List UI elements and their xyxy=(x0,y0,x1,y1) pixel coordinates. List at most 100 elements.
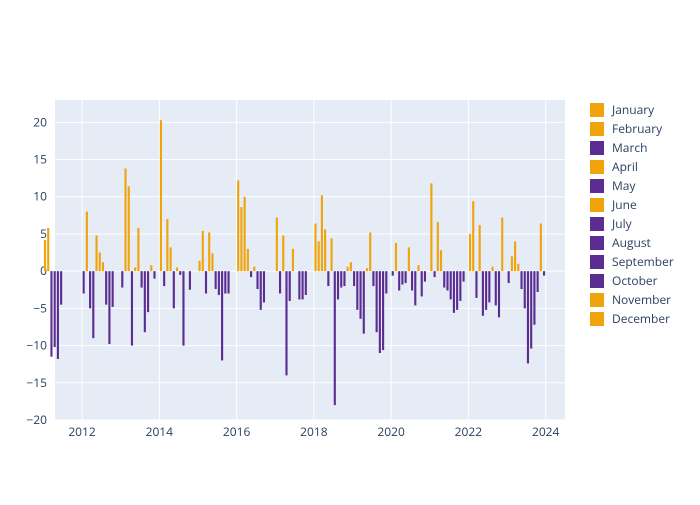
x-tick-label: 2024 xyxy=(532,423,560,440)
bar-positive xyxy=(99,253,101,272)
bar-positive xyxy=(437,222,439,271)
bar-positive xyxy=(440,250,442,271)
bar-negative xyxy=(446,271,448,290)
bar-positive xyxy=(47,228,49,271)
bar-positive xyxy=(540,224,542,272)
legend-item[interactable]: May xyxy=(590,176,674,195)
legend-swatch xyxy=(590,274,604,288)
bar-positive xyxy=(208,232,210,271)
legend-item[interactable]: October xyxy=(590,271,674,290)
bar-negative xyxy=(121,271,123,287)
x-tick-label: 2018 xyxy=(300,423,328,440)
legend-item[interactable]: April xyxy=(590,157,674,176)
bar-positive xyxy=(369,232,371,271)
bar-negative xyxy=(533,271,535,325)
chart-container: −20−15−10−505101520201220142016201820202… xyxy=(0,0,700,500)
bar-negative xyxy=(112,271,114,307)
x-tick-label: 2020 xyxy=(377,423,405,440)
legend-item[interactable]: December xyxy=(590,309,674,328)
legend-swatch xyxy=(590,255,604,269)
bar-negative xyxy=(524,271,526,308)
legend-swatch xyxy=(590,198,604,212)
legend-item[interactable]: March xyxy=(590,138,674,157)
legend-item[interactable]: July xyxy=(590,214,674,233)
bar-negative xyxy=(173,271,175,308)
bar-negative xyxy=(334,271,336,405)
bar-negative xyxy=(363,271,365,334)
bar-positive xyxy=(511,256,513,271)
bar-negative xyxy=(450,271,452,299)
legend-item[interactable]: February xyxy=(590,119,674,138)
bar-negative xyxy=(482,271,484,316)
x-tick-label: 2016 xyxy=(223,423,251,440)
bar-negative xyxy=(108,271,110,344)
bar-negative xyxy=(141,271,143,287)
bar-negative xyxy=(189,271,191,290)
legend-label: December xyxy=(612,310,670,327)
legend-item[interactable]: January xyxy=(590,100,674,119)
bar-negative xyxy=(498,271,500,317)
bar-negative xyxy=(453,271,455,313)
legend-item[interactable]: August xyxy=(590,233,674,252)
legend-swatch xyxy=(590,103,604,117)
bar-negative xyxy=(414,271,416,305)
bar-negative xyxy=(83,271,85,293)
bar-negative xyxy=(392,271,394,275)
bar-negative xyxy=(543,271,545,275)
bar-negative xyxy=(372,271,374,286)
bar-positive xyxy=(211,253,213,271)
bar-negative xyxy=(443,271,445,287)
bar-negative xyxy=(459,271,461,301)
legend-label: June xyxy=(612,196,637,213)
bar-negative xyxy=(475,271,477,298)
bar-positive xyxy=(160,120,162,271)
bar-negative xyxy=(182,271,184,345)
legend-item[interactable]: June xyxy=(590,195,674,214)
legend-swatch xyxy=(590,293,604,307)
bar-negative xyxy=(289,271,291,301)
bar-positive xyxy=(199,261,201,271)
bar-positive xyxy=(324,229,326,271)
bar-positive xyxy=(417,265,419,271)
legend-label: May xyxy=(612,177,635,194)
bar-negative xyxy=(256,271,258,289)
y-tick-label: 5 xyxy=(40,225,47,242)
bar-negative xyxy=(405,271,407,283)
bar-positive xyxy=(347,267,349,271)
bar-positive xyxy=(472,201,474,271)
bar-positive xyxy=(479,225,481,271)
bar-positive xyxy=(517,264,519,271)
legend-item[interactable]: September xyxy=(590,252,674,271)
bar-negative xyxy=(57,271,59,359)
bar-negative xyxy=(218,271,220,295)
bar-positive xyxy=(128,186,130,271)
bar-positive xyxy=(150,265,152,271)
bar-negative xyxy=(508,271,510,283)
bar-negative xyxy=(263,271,265,302)
bar-negative xyxy=(421,271,423,296)
legend-swatch xyxy=(590,312,604,326)
x-tick-label: 2014 xyxy=(146,423,174,440)
legend-swatch xyxy=(590,122,604,136)
bar-positive xyxy=(86,212,88,272)
bar-positive xyxy=(124,168,126,271)
legend-swatch xyxy=(590,160,604,174)
legend-item[interactable]: November xyxy=(590,290,674,309)
bar-positive xyxy=(244,197,246,271)
legend-label: July xyxy=(612,215,632,232)
bar-positive xyxy=(202,231,204,271)
bar-positive xyxy=(276,218,278,272)
bar-positive xyxy=(501,218,503,272)
bar-positive xyxy=(514,241,516,271)
bar-negative xyxy=(527,271,529,363)
bar-positive xyxy=(314,224,316,272)
bar-negative xyxy=(463,271,465,281)
bar-negative xyxy=(379,271,381,353)
legend-label: September xyxy=(612,253,674,270)
bar-positive xyxy=(366,268,368,271)
bar-positive xyxy=(134,267,136,271)
bar-negative xyxy=(131,271,133,345)
bar-positive xyxy=(95,235,97,271)
bar-negative xyxy=(153,271,155,278)
bar-negative xyxy=(250,271,252,277)
